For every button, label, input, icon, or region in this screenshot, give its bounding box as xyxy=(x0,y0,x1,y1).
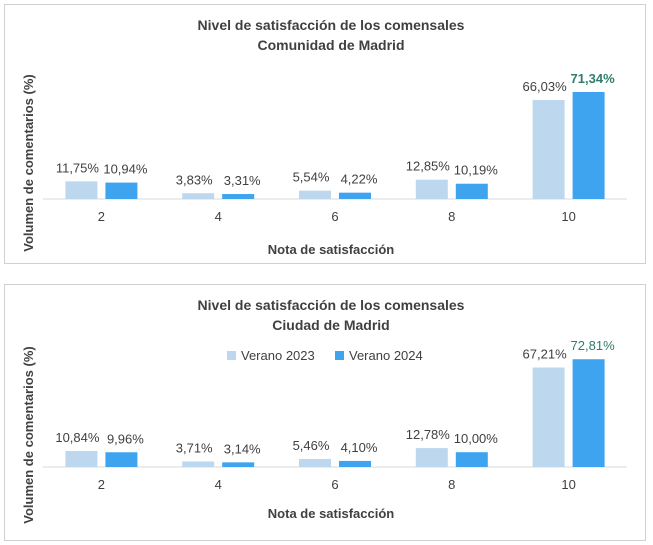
bar-verano-2023 xyxy=(182,461,215,467)
x-tick-label: 8 xyxy=(448,477,455,492)
bar-verano-2023 xyxy=(299,190,331,199)
bar-verano-2023 xyxy=(299,458,331,467)
chart-ciudad-de-madrid: Nivel de satisfacción de los comensales … xyxy=(21,297,627,524)
chart-title: Nivel de satisfacción de los comensales xyxy=(198,297,465,313)
x-tick-label: 4 xyxy=(215,477,222,492)
bar-verano-2024 xyxy=(455,183,488,199)
bar-verano-2024 xyxy=(572,91,605,199)
chart-subtitle: Ciudad de Madrid xyxy=(272,317,389,333)
bar-verano-2023 xyxy=(65,181,98,199)
x-tick-label: 2 xyxy=(98,477,105,492)
data-label: 4,10% xyxy=(341,440,378,455)
x-axis-title: Nota de satisfacción xyxy=(268,506,394,521)
chart-marks: 2 11,75% 10,94% 4 3,83% 3,31% 6 5,54% 4,22% 8 12,8… xyxy=(43,71,627,224)
data-label: 3,71% xyxy=(176,441,213,456)
bar-verano-2024 xyxy=(105,452,138,467)
x-axis-title: Nota de satisfacción xyxy=(268,242,394,257)
bar-verano-2024 xyxy=(222,194,255,199)
data-label: 3,31% xyxy=(224,173,261,188)
legend: Verano 2023 Verano 2024 xyxy=(227,348,423,363)
bar-verano-2023 xyxy=(532,99,565,199)
bar-verano-2023 xyxy=(415,448,448,467)
chart-marks: 2 10,84% 9,96% 4 3,71% 3,14% 6 5,46% 4,10% 8 12,78… xyxy=(43,338,627,492)
data-label: 10,84% xyxy=(55,430,100,445)
chart-panel-ciudad: Nivel de satisfacción de los comensales … xyxy=(4,284,646,541)
bar-verano-2023 xyxy=(532,367,565,467)
data-label: 10,19% xyxy=(454,163,499,178)
data-label: 4,22% xyxy=(341,172,378,187)
legend-swatch-verano-2024 xyxy=(335,351,344,360)
data-label: 12,85% xyxy=(406,159,451,174)
bar-verano-2024 xyxy=(455,452,488,467)
bar-verano-2024 xyxy=(105,182,138,199)
chart-title: Nivel de satisfacción de los comensales xyxy=(198,17,465,33)
data-label: 72,81% xyxy=(571,338,616,353)
data-label: 10,94% xyxy=(103,162,148,177)
bar-verano-2024 xyxy=(572,359,605,467)
x-tick-label: 2 xyxy=(98,209,105,224)
chart-subtitle: Comunidad de Madrid xyxy=(258,37,405,53)
bar-verano-2023 xyxy=(415,179,448,199)
data-label: 11,75% xyxy=(56,160,100,175)
data-label: 5,54% xyxy=(293,170,330,185)
x-tick-label: 10 xyxy=(561,209,575,224)
data-label: 10,00% xyxy=(454,431,499,446)
x-tick-label: 6 xyxy=(331,477,338,492)
data-label: 12,78% xyxy=(406,427,451,442)
data-label: 3,83% xyxy=(176,172,213,187)
data-label: 66,03% xyxy=(523,79,568,94)
y-axis-title: Volumen de comentarios (%) xyxy=(21,74,36,251)
legend-label-verano-2024: Verano 2024 xyxy=(349,348,423,363)
data-label: 3,14% xyxy=(224,441,261,456)
legend-label-verano-2023: Verano 2023 xyxy=(241,348,315,363)
data-label: 5,46% xyxy=(293,438,330,453)
bar-verano-2024 xyxy=(339,192,371,199)
legend-swatch-verano-2023 xyxy=(227,351,236,360)
x-tick-label: 10 xyxy=(561,477,575,492)
x-tick-label: 8 xyxy=(448,209,455,224)
bar-verano-2024 xyxy=(339,460,371,467)
x-tick-label: 4 xyxy=(215,209,222,224)
bar-verano-2023 xyxy=(182,193,215,199)
chart-comunidad-de-madrid: Nivel de satisfacción de los comensales … xyxy=(21,17,627,257)
bar-verano-2024 xyxy=(222,462,255,467)
x-tick-label: 6 xyxy=(331,209,338,224)
data-label: 67,21% xyxy=(523,347,568,362)
chart-panel-comunidad: Nivel de satisfacción de los comensales … xyxy=(4,4,646,264)
y-axis-title: Volumen de comentarios (%) xyxy=(21,346,36,523)
data-label: 71,34% xyxy=(571,71,616,86)
data-label: 9,96% xyxy=(107,431,144,446)
bar-verano-2023 xyxy=(65,450,98,467)
